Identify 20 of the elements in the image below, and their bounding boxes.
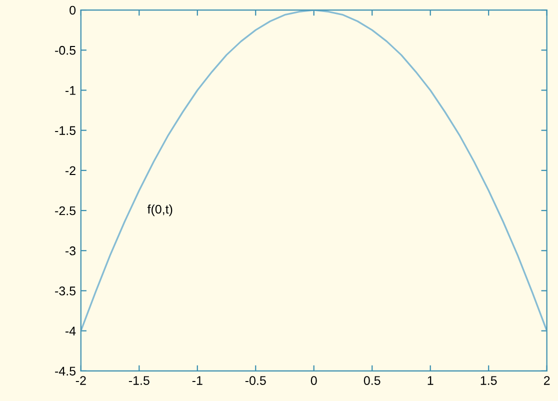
y-tick-label: -1	[65, 86, 76, 95]
y-tick-label: 0	[70, 6, 76, 15]
y-tick-label: -3.5	[55, 286, 76, 296]
x-tick-label: -1	[192, 376, 202, 385]
y-tick-label: -0.5	[55, 46, 76, 55]
y-tick-label: -4.5	[55, 366, 76, 376]
x-tick-label: 2	[544, 376, 550, 385]
x-tick-label: 1.5	[480, 376, 497, 385]
x-tick-label: 0	[310, 376, 317, 385]
x-tick-label: -1.5	[128, 376, 150, 385]
y-tick-label: -4	[65, 326, 76, 336]
annotation: f(0,t)	[147, 204, 172, 216]
y-tick-label: -1.5	[55, 126, 76, 135]
x-tick-label: 1	[428, 376, 434, 385]
x-tick-label: -2	[76, 376, 86, 385]
y-tick-label: -3	[65, 246, 76, 256]
x-tick-label: -0.5	[245, 376, 266, 385]
x-tick-label: 0.5	[364, 376, 380, 385]
y-tick-label: -2	[65, 166, 76, 175]
y-tick-label: -2.5	[55, 206, 76, 216]
